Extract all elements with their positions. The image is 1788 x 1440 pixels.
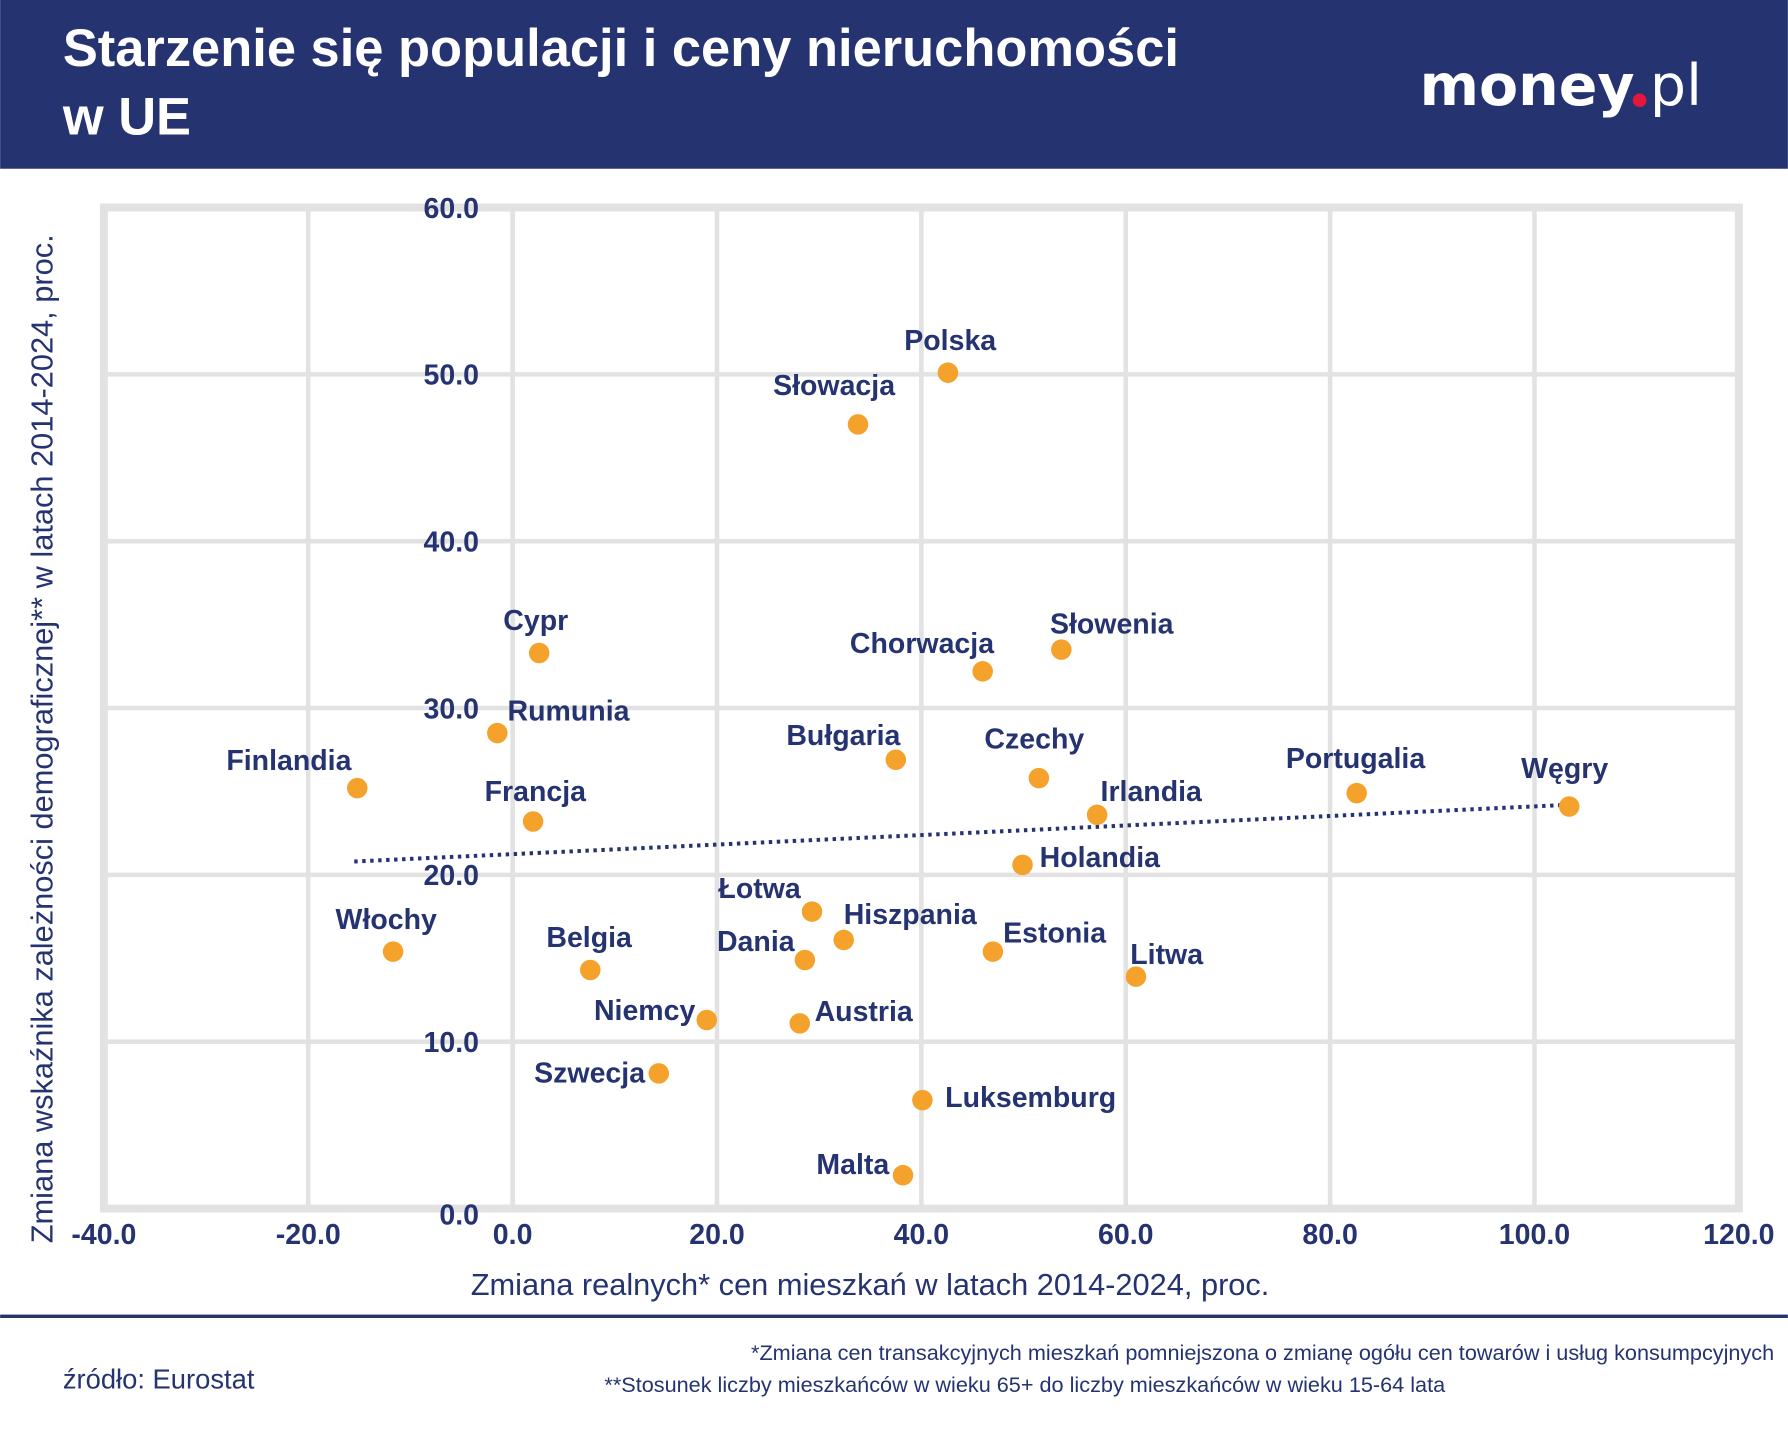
data-point: [982, 941, 1004, 962]
y-tick-label: 0.0: [439, 1200, 479, 1232]
data-point-label: Włochy: [336, 904, 437, 936]
data-point-label: Chorwacja: [850, 628, 995, 660]
x-tick-label: 20.0: [689, 1219, 744, 1251]
y-tick-label: 10.0: [424, 1027, 479, 1059]
data-point-label: Francja: [485, 776, 588, 808]
data-point-label: Holandia: [1040, 842, 1161, 874]
data-point: [794, 949, 816, 971]
data-point: [801, 901, 823, 922]
data-point-label: Słowacja: [773, 370, 896, 402]
source-label: źródło: Eurostat: [63, 1364, 255, 1395]
y-tick-label: 60.0: [424, 193, 479, 225]
data-point-label: Dania: [717, 926, 796, 958]
y-axis-title: Zmiana wskaźnika zależności demograficzn…: [25, 234, 60, 1243]
data-point-label: Łotwa: [718, 873, 801, 905]
x-tick-label: 80.0: [1302, 1219, 1357, 1251]
data-point-label: Szwecja: [534, 1058, 646, 1090]
data-point-label: Portugalia: [1286, 743, 1427, 775]
data-point: [382, 941, 404, 962]
y-tick-label: 50.0: [424, 360, 479, 392]
data-point: [789, 1013, 811, 1034]
x-tick-label: -20.0: [276, 1219, 341, 1251]
y-tick-label: 40.0: [424, 526, 479, 558]
data-point: [1346, 782, 1367, 804]
footnote-1: *Zmiana cen transakcyjnych mieszkań pomn…: [751, 1340, 1774, 1365]
money-pl-logo: money pl: [1420, 53, 1702, 119]
x-tick-label: 60.0: [1098, 1219, 1153, 1251]
data-point-label: Czechy: [984, 723, 1084, 755]
x-tick-label: 120.0: [1703, 1219, 1774, 1251]
data-point-label: Belgia: [546, 922, 633, 954]
data-point-label: Bułgaria: [786, 720, 901, 752]
data-point-label: Malta: [816, 1149, 890, 1181]
data-point: [892, 1164, 914, 1186]
x-tick-label: 40.0: [894, 1219, 949, 1251]
data-point-label: Hiszpania: [844, 899, 978, 931]
plot-area: -40.0 -20.0 0.0 20.0 40.0 60.0 80.0 100.0 120.0 0…: [71, 193, 1774, 1251]
data-point: [1051, 639, 1072, 660]
data-point: [1558, 796, 1580, 817]
data-point: [1086, 804, 1108, 826]
data-point: [1028, 767, 1050, 789]
data-point: [580, 959, 601, 981]
data-point: [522, 811, 544, 832]
data-point: [696, 1009, 718, 1031]
svg-text:pl: pl: [1650, 53, 1702, 119]
data-point-label: Polska: [904, 325, 997, 357]
data-point: [833, 929, 854, 951]
data-point-label: Irlandia: [1101, 776, 1204, 808]
chart-title-line2: w UE: [62, 89, 191, 147]
data-point-label: Estonia: [1003, 917, 1107, 949]
data-point: [487, 722, 508, 744]
data-point-label: Cypr: [503, 605, 568, 637]
trendline: [354, 802, 1570, 864]
data-point-label: Luksemburg: [945, 1082, 1116, 1114]
data-point: [937, 362, 959, 383]
data-point-label: Litwa: [1130, 939, 1204, 971]
data-point-label: Słowenia: [1050, 609, 1175, 641]
data-point-label: Rumunia: [508, 696, 631, 728]
footnote-2: **Stosunek liczby mieszkańców w wieku 65…: [604, 1372, 1446, 1397]
data-point: [847, 414, 869, 435]
data-point: [347, 777, 368, 799]
data-point-label: Finlandia: [226, 745, 352, 777]
data-point-label: Węgry: [1521, 753, 1608, 785]
chart-title-line1: Starzenie się populacji i ceny nieruchom…: [63, 20, 1179, 78]
x-axis-title: Zmiana realnych* cen mieszkań w latach 2…: [471, 1267, 1270, 1302]
y-tick-label: 20.0: [424, 860, 479, 892]
data-point: [648, 1063, 670, 1084]
x-tick-label: 100.0: [1499, 1219, 1570, 1251]
plot-border: [99, 203, 1743, 1213]
x-tick-label: 0.0: [493, 1219, 533, 1251]
data-point: [912, 1089, 933, 1111]
footer-divider: [0, 1314, 1788, 1319]
y-tick-label: 30.0: [424, 693, 479, 725]
header-background: [0, 0, 1788, 169]
data-point: [972, 661, 993, 682]
data-point-label: Niemcy: [594, 995, 696, 1027]
data-point: [885, 749, 907, 771]
data-point-label: Austria: [815, 996, 914, 1028]
svg-text:money: money: [1420, 53, 1635, 119]
data-point: [528, 642, 550, 664]
x-tick-label: -40.0: [71, 1219, 136, 1251]
data-point: [1012, 854, 1033, 876]
data-point: [1125, 966, 1147, 987]
